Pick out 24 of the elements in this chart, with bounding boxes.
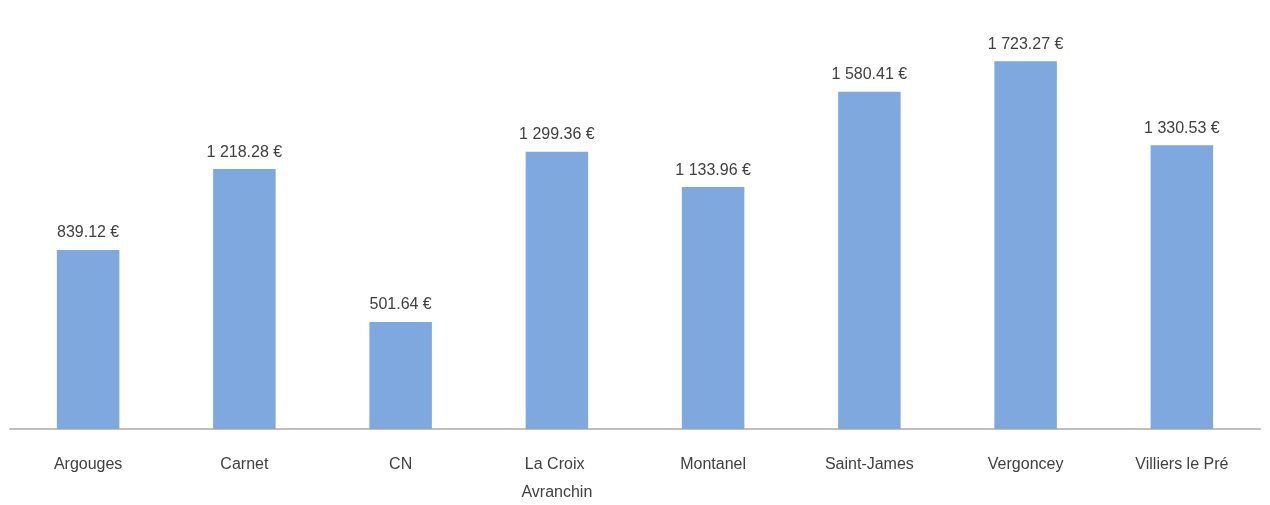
bar (994, 61, 1057, 429)
bar (681, 187, 745, 429)
bar (525, 151, 589, 429)
data-label: 1 133.96 € (675, 160, 752, 178)
x-tick-label: Montanel (680, 454, 747, 472)
x-tick-label: CN (389, 454, 413, 472)
bar (213, 169, 276, 429)
x-tick-label: La Croix Avranchin (521, 454, 593, 500)
bar (369, 321, 432, 429)
bar (56, 249, 120, 429)
data-label: 839.12 € (56, 223, 120, 241)
data-label: 1 330.53 € (1144, 118, 1220, 136)
bar (838, 91, 901, 429)
data-label: 1 580.41 € (831, 65, 908, 83)
x-tick-label: Carnet (220, 454, 269, 472)
data-label: 501.64 € (369, 295, 432, 313)
x-tick-label: Vergoncey (987, 454, 1064, 472)
x-tick-label: Argouges (53, 454, 123, 472)
bar (1150, 145, 1214, 429)
data-label: 1 723.27 € (987, 34, 1064, 52)
x-tick-label: Villiers le Pré (1135, 454, 1229, 472)
x-tick-label: Saint-James (824, 454, 914, 472)
data-label: 1 218.28 € (206, 142, 283, 160)
data-label: 1 299.36 € (519, 125, 595, 143)
